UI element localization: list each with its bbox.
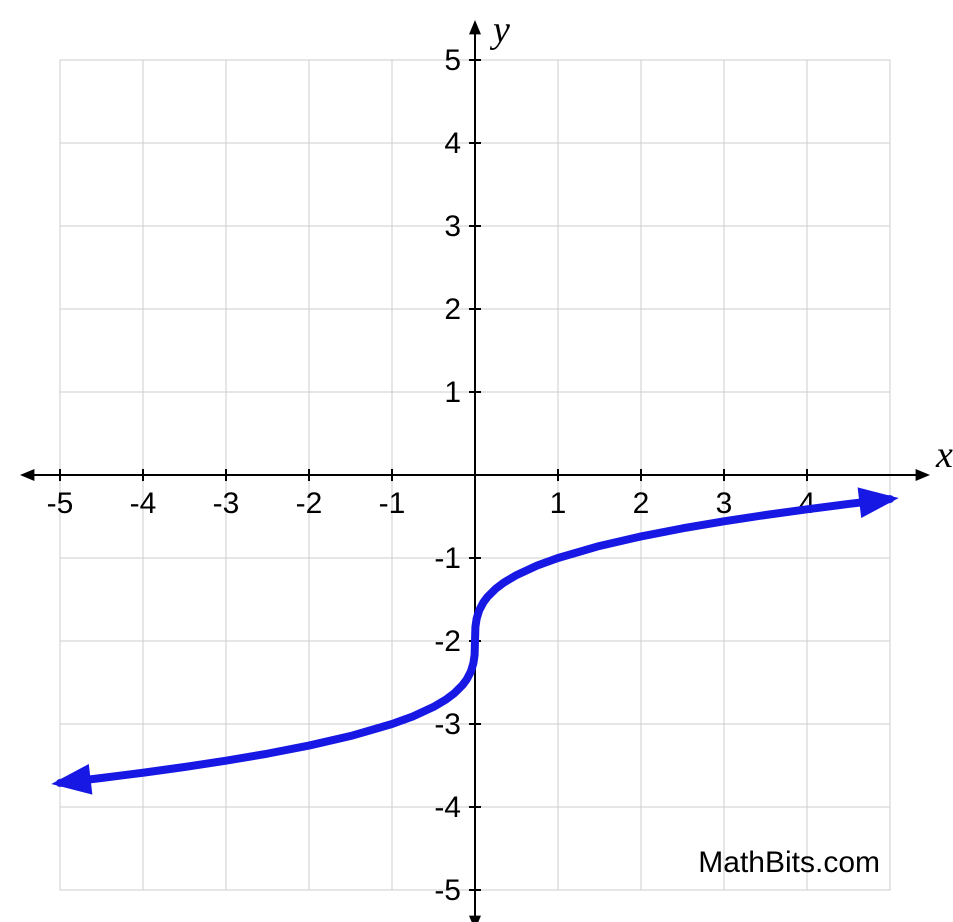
- y-axis-arrow-down: [469, 916, 481, 922]
- x-tick-label: -3: [213, 487, 240, 520]
- y-axis-arrow-up: [469, 20, 481, 34]
- y-tick-label: 5: [444, 44, 461, 77]
- x-tick-label: -2: [296, 487, 323, 520]
- watermark-text: MathBits.com: [698, 846, 880, 879]
- x-tick-label: 4: [799, 487, 816, 520]
- y-tick-label: -2: [434, 625, 461, 658]
- x-tick-label: 1: [550, 487, 567, 520]
- x-tick-label: -1: [379, 487, 406, 520]
- curve-arrow: [858, 487, 899, 518]
- x-axis-label: x: [935, 434, 953, 476]
- x-axis-arrow-right: [916, 469, 930, 481]
- y-tick-label: 2: [444, 293, 461, 326]
- x-tick-label: 2: [633, 487, 650, 520]
- y-tick-label: -1: [434, 542, 461, 575]
- x-axis-arrow-left: [20, 469, 34, 481]
- y-tick-label: 4: [444, 127, 461, 160]
- coordinate-plane-chart: -5 -4 -3 -2 -1 1 2 3 4 -5 -4 -3 -2 -1 1 2 3 4 5y x MathBits.…: [0, 0, 953, 922]
- x-tick-label: 3: [716, 487, 733, 520]
- curve-arrow: [51, 764, 92, 795]
- y-tick-label: -4: [434, 791, 461, 824]
- y-tick-label: -3: [434, 708, 461, 741]
- y-tick-label: -5: [434, 874, 461, 907]
- chart-container: -5 -4 -3 -2 -1 1 2 3 4 -5 -4 -3 -2 -1 1 2 3 4 5y x MathBits.…: [0, 0, 953, 922]
- y-tick-label: 3: [444, 210, 461, 243]
- x-tick-label: -4: [130, 487, 157, 520]
- y-tick-label: 1: [444, 376, 461, 409]
- x-tick-label: -5: [47, 487, 74, 520]
- y-axis-label: y: [489, 9, 510, 51]
